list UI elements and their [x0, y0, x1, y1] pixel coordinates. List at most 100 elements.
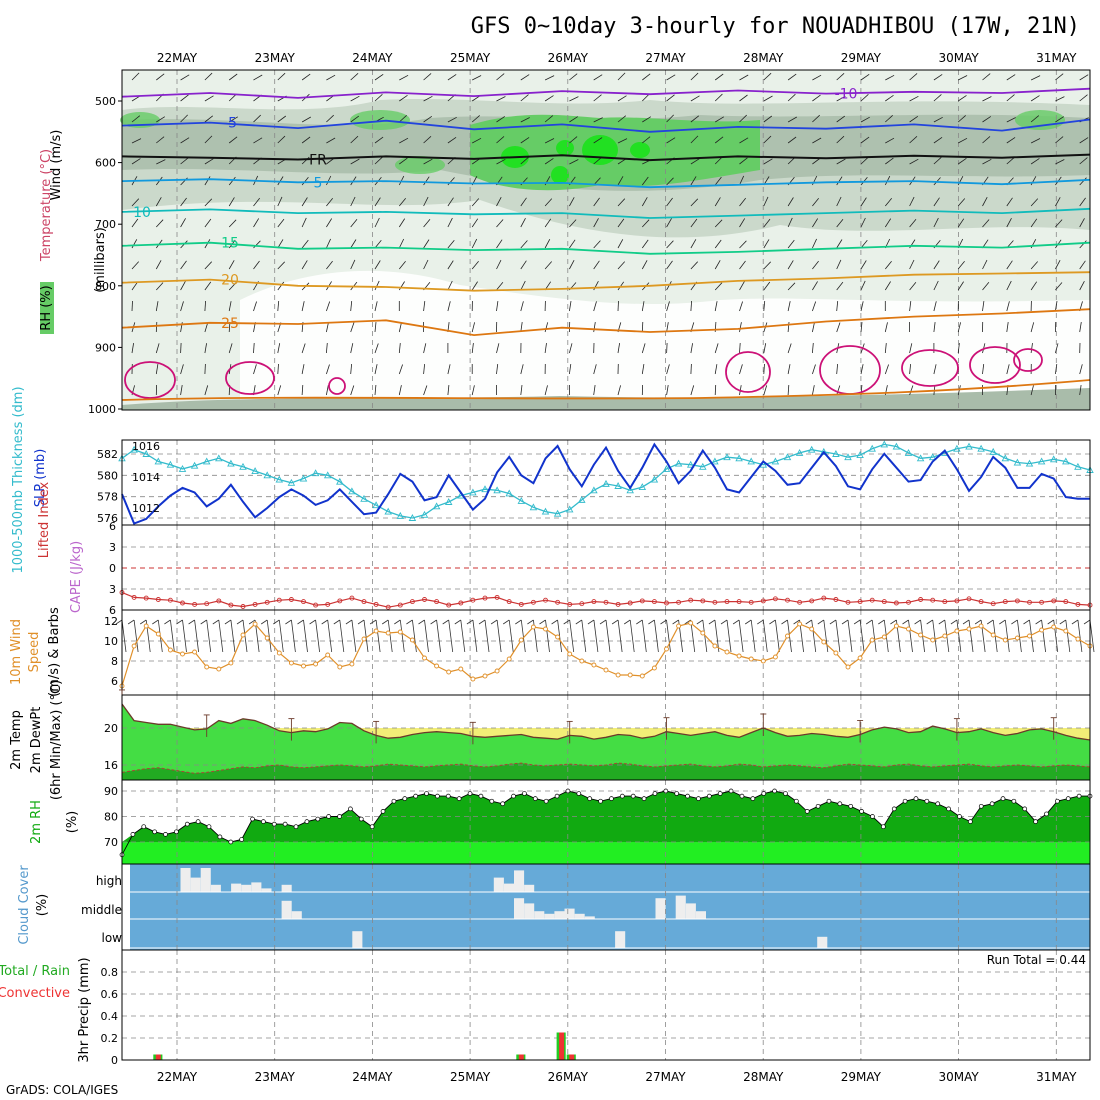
upper-wind-barb: [326, 197, 334, 207]
rh2m-point: [315, 816, 321, 822]
wind10-barb-flag: [285, 619, 292, 625]
upper-wind-barb: [739, 114, 747, 123]
temp-contour-surface: [121, 379, 1091, 401]
wind10-speed-point: [252, 621, 258, 627]
upper-wind-barb: [447, 74, 457, 81]
upper-wind-barb: [472, 137, 482, 144]
rh2m-point: [500, 801, 506, 807]
upper-wind-barb: [812, 94, 821, 102]
upper-wind-barb: [1030, 322, 1035, 333]
upper-wind-barb: [204, 322, 209, 333]
thickness-point: [408, 514, 417, 521]
upper-wind-barb: [763, 239, 770, 249]
upper-wind-barb: [496, 96, 506, 102]
wind10-barb-flag: [466, 619, 474, 625]
wind10-barb-shaft: [847, 619, 853, 653]
upper-wind-barb: [933, 280, 939, 291]
wind10-barb-flag: [999, 619, 1006, 625]
rh2m-point: [435, 793, 440, 799]
rh-dark-fill: [122, 791, 1090, 842]
upper-wind-barb: [277, 196, 283, 207]
wind10-barb-shaft: [762, 619, 768, 653]
wind10-barb-shaft: [750, 619, 756, 653]
upper-wind-barb: [520, 301, 524, 312]
wind10-barb-shaft: [496, 619, 502, 653]
wind10-speed-point: [772, 654, 778, 660]
wind10-speed-point: [288, 660, 294, 666]
wind10-barb-shaft: [170, 619, 175, 653]
upper-wind-barb: [471, 198, 480, 207]
slp-series-line: [121, 442, 1090, 525]
wind10-barb-flag: [914, 619, 921, 625]
wind10-speed-point: [494, 668, 500, 674]
upper-wind-barb: [398, 322, 402, 333]
wind10-speed-point: [264, 635, 270, 641]
wind10-barb-shaft: [218, 619, 224, 653]
upper-wind-barb: [1055, 96, 1065, 102]
upper-wind-barb: [131, 138, 142, 144]
rh2m-point: [891, 806, 897, 812]
upper-wind-barb: [1055, 301, 1058, 312]
slp-tick-label: 1016: [132, 440, 160, 453]
rh2m-point: [402, 796, 408, 802]
thickness-point: [916, 454, 925, 462]
rh2m-point: [250, 816, 255, 822]
cloud-bar-high: [210, 884, 221, 892]
lifted-index-point: [446, 602, 452, 608]
upper-wind-barb: [933, 74, 943, 81]
upper-wind-barb: [739, 240, 747, 249]
upper-wind-barb: [228, 219, 237, 228]
upper-wind-barb: [593, 157, 602, 165]
lifted-index-point: [1002, 599, 1008, 605]
upper-wind-barb: [714, 136, 724, 144]
rh2m-point: [728, 788, 734, 794]
upper-wind-barb: [350, 385, 355, 396]
upper-wind-barb: [787, 301, 791, 312]
rh2m-point: [685, 793, 690, 799]
cloud-bar-middle: [655, 898, 666, 919]
run-total-label: Run Total = 0.44: [987, 953, 1086, 967]
upper-wind-barb: [374, 343, 379, 354]
thickness-point: [239, 462, 247, 470]
upper-wind-barb: [155, 364, 159, 375]
precip-panel-frame: [121, 949, 1091, 1061]
upper-wind-barb: [714, 282, 723, 291]
wind10-speed-point: [409, 637, 415, 643]
temp-contour-30: [901, 349, 959, 387]
precip-conv-legend: Convective: [0, 986, 70, 1001]
upper-wind-barb: [982, 96, 992, 102]
wind10-barb-flag: [696, 619, 704, 625]
wind10-speed-point: [155, 631, 161, 637]
upper-wind-barb: [617, 176, 624, 186]
upper-wind-barb: [666, 177, 674, 186]
bottom-date-label: 22MAY: [157, 1070, 198, 1084]
thickness-point: [747, 457, 755, 465]
upper-wind-barb: [496, 116, 506, 123]
upper-wind-barb: [666, 385, 669, 396]
upper-wind-barb: [1079, 260, 1086, 270]
wind10-barb-shaft: [629, 619, 635, 653]
upper-wind-barb: [423, 343, 427, 354]
upper-wind-barb: [933, 217, 939, 228]
wind10-speed-point: [1039, 627, 1045, 633]
lifted-index-point: [313, 602, 319, 608]
wind10-speed-point: [301, 663, 306, 669]
thickness-point: [1049, 455, 1058, 463]
temp-contour-30: [725, 351, 771, 393]
wind10-barb-shaft: [424, 619, 429, 653]
wind10-speed-point: [736, 653, 742, 659]
upper-wind-barb: [569, 343, 573, 354]
upper-wind-barb: [180, 218, 186, 228]
thickness-point: [142, 450, 150, 457]
cloud-axis-title-1: Cloud Cover: [17, 865, 32, 945]
upper-wind-barb: [156, 219, 164, 228]
upper-wind-barb: [423, 301, 426, 312]
upper-wind-barb: [374, 136, 384, 144]
upper-wind-barb: [690, 261, 698, 270]
rh-legend-swatch: [40, 282, 54, 334]
upper-wind-barb: [1030, 158, 1040, 165]
upper-wind-barb: [666, 342, 668, 354]
wind10-barb-flag: [563, 619, 570, 625]
upper-wind-barb: [884, 175, 891, 186]
upper-wind-barb: [228, 176, 236, 186]
